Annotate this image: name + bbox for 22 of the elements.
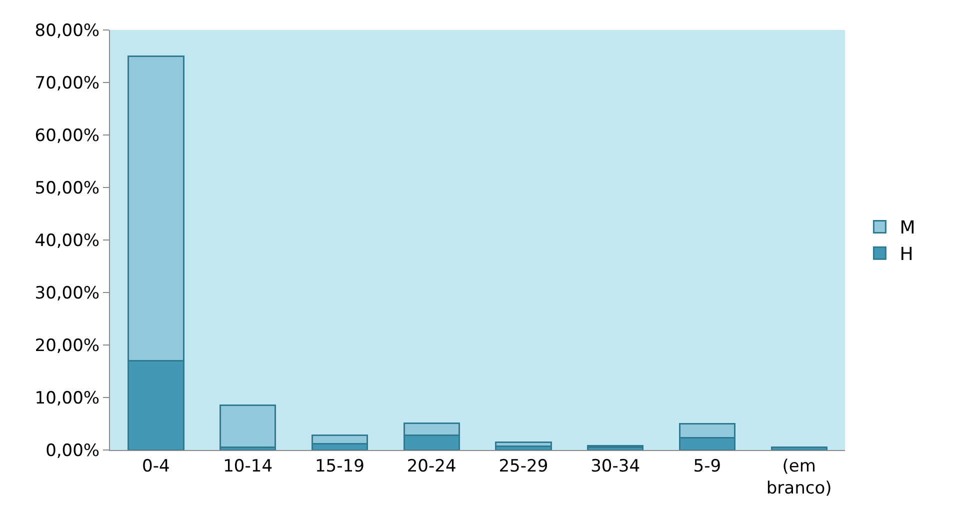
x-tick-label: 5-9 [693, 456, 722, 476]
y-tick-label: 40,00% [34, 230, 100, 251]
y-tick-label: 0,00% [46, 440, 100, 461]
y-tick-label: 20,00% [34, 336, 100, 356]
x-tick-label: 30-34 [590, 456, 640, 476]
x-tick-label: 15-19 [314, 456, 364, 476]
y-tick-label: 80,00% [34, 20, 100, 41]
y-tick-label: 60,00% [34, 126, 100, 146]
bar [495, 441, 552, 448]
y-tick-label: 10,00% [34, 388, 100, 408]
x-tick-label: 25-29 [498, 456, 548, 476]
y-tick-label: 50,00% [34, 178, 100, 198]
x-tick-label: 20-24 [406, 456, 456, 476]
legend-label: M [900, 218, 916, 239]
y-tick-label: 70,00% [34, 73, 100, 94]
x-tick-label: 10-14 [223, 456, 273, 476]
bar [220, 404, 276, 448]
x-tick-label: 0-4 [142, 456, 170, 476]
bar [770, 446, 828, 450]
legend-label: H [900, 244, 914, 266]
y-tick-label: 30,00% [34, 283, 100, 304]
x-tick-label: (em branco) [766, 456, 832, 498]
